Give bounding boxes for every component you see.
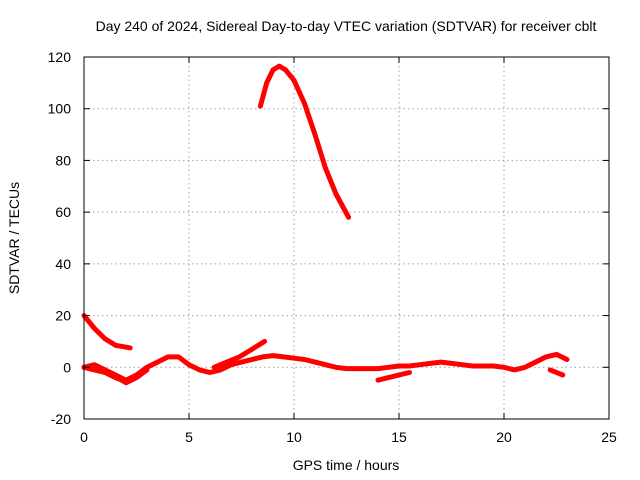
x-tick-label: 15 xyxy=(391,429,407,445)
plot-frame xyxy=(83,56,610,420)
x-axis-label: GPS time / hours xyxy=(293,457,400,473)
axis-ticks: 0 5 10 15 20 25 -20 0 20 40 60 80 100 120 xyxy=(48,49,617,445)
series-track-5 xyxy=(211,338,268,370)
y-tick-label: 120 xyxy=(48,49,72,65)
x-tick-label: 0 xyxy=(80,429,88,445)
y-tick-label: 60 xyxy=(55,204,71,220)
series-track-4 xyxy=(81,351,570,383)
series-track-7 xyxy=(547,367,566,378)
x-tick-label: 5 xyxy=(185,429,193,445)
series-track-6 xyxy=(375,370,412,383)
data-series xyxy=(81,63,570,386)
y-tick-label: 20 xyxy=(55,308,71,324)
x-tick-label: 25 xyxy=(601,429,617,445)
y-tick-label: 80 xyxy=(55,152,71,168)
x-tick-label: 10 xyxy=(286,429,302,445)
y-tick-label: 40 xyxy=(55,256,71,272)
y-tick-label: 100 xyxy=(48,101,72,117)
y-tick-label: -20 xyxy=(51,411,71,427)
series-track-2 xyxy=(257,63,352,220)
chart-title: Day 240 of 2024, Sidereal Day-to-day VTE… xyxy=(96,18,597,34)
y-axis-label: SDTVAR / TECUs xyxy=(6,182,22,294)
series-track-1 xyxy=(81,313,133,351)
y-tick-label: 0 xyxy=(63,359,71,375)
x-tick-label: 20 xyxy=(496,429,512,445)
